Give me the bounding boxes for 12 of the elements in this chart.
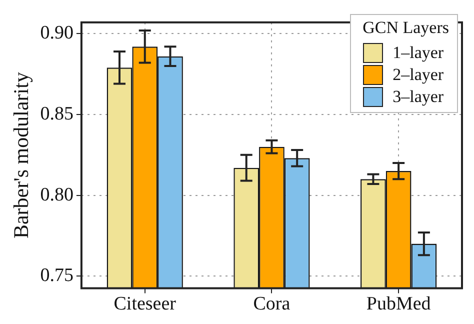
x-tick-label: Citeseer xyxy=(114,294,177,315)
y-tick-label: 0.80 xyxy=(40,184,74,206)
y-axis-title: Barber's modularity xyxy=(9,72,34,239)
legend-label: 2–layer xyxy=(392,65,444,85)
x-tick-label: PubMed xyxy=(366,294,432,315)
legend-title: GCN Layers xyxy=(362,18,449,38)
y-tick-label: 0.85 xyxy=(40,103,74,124)
y-tick-label: 0.90 xyxy=(40,22,74,44)
legend-label: 3–layer xyxy=(392,87,444,107)
y-tick-label: 0.75 xyxy=(40,265,74,286)
legend-label: 1–layer xyxy=(392,43,444,63)
x-tick-label: Cora xyxy=(253,294,291,315)
